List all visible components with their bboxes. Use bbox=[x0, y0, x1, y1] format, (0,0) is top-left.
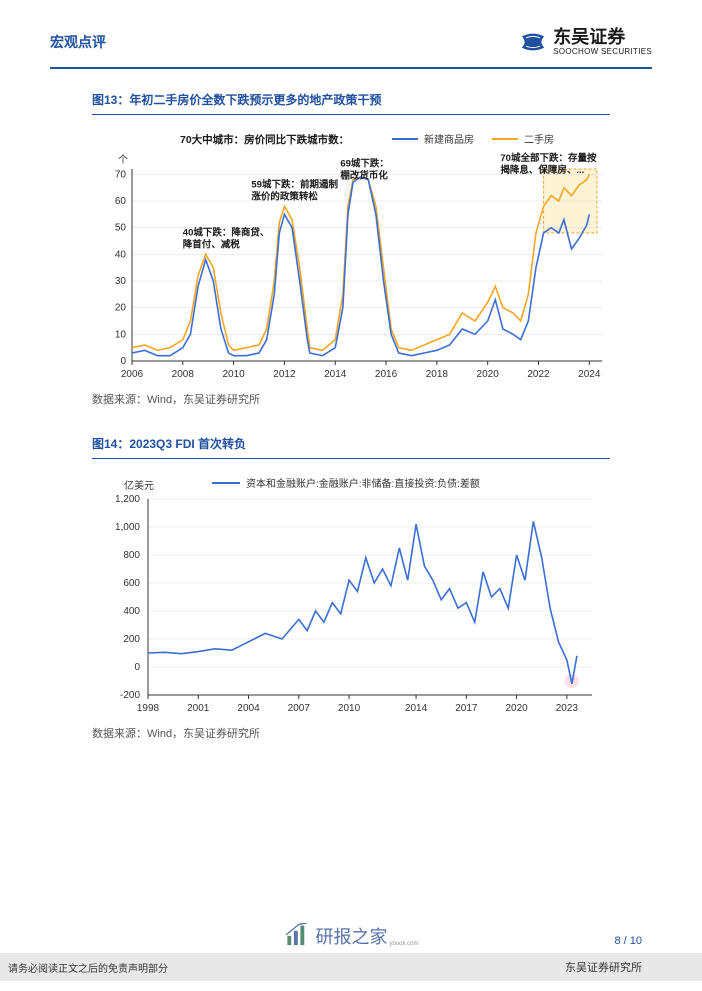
svg-text:2008: 2008 bbox=[172, 369, 195, 380]
page-footer: 8 / 10 请务必阅读正文之后的免责声明部分 东吴证券研究所 bbox=[0, 935, 702, 991]
figure-14-title: 图14：2023Q3 FDI 首次转负 bbox=[92, 435, 610, 459]
svg-text:2007: 2007 bbox=[288, 703, 311, 714]
figure-13: 图13：年初二手房价全数下跌预示更多的地产政策干预 0 10 20 30 40 50 60 7… bbox=[0, 91, 702, 407]
header-divider bbox=[50, 67, 652, 69]
svg-text:棚改货币化: 棚改货币化 bbox=[340, 169, 388, 181]
section-label: 宏观点评 bbox=[50, 32, 106, 52]
page-number: 8 / 10 bbox=[614, 935, 642, 947]
svg-text:400: 400 bbox=[123, 606, 140, 617]
svg-text:50: 50 bbox=[115, 222, 127, 233]
svg-text:70城全部下跌：存量按: 70城全部下跌：存量按 bbox=[500, 152, 597, 164]
page-header: 宏观点评 东吴证券 SOOCHOW SECURITIES bbox=[0, 0, 702, 67]
figure-14: 图14：2023Q3 FDI 首次转负 -200 0 200 400 600 800 1,0… bbox=[0, 435, 702, 741]
svg-text:揭降息、保障房、...: 揭降息、保障房、... bbox=[500, 164, 584, 176]
svg-text:2010: 2010 bbox=[338, 703, 361, 714]
svg-text:60: 60 bbox=[115, 196, 127, 207]
svg-text:降首付、减税: 降首付、减税 bbox=[183, 238, 241, 250]
svg-text:2014: 2014 bbox=[405, 703, 428, 714]
svg-text:2016: 2016 bbox=[375, 369, 398, 380]
svg-text:2014: 2014 bbox=[324, 369, 347, 380]
svg-text:20: 20 bbox=[115, 302, 127, 313]
figure-13-title: 图13：年初二手房价全数下跌预示更多的地产政策干预 bbox=[92, 91, 610, 115]
svg-text:10: 10 bbox=[115, 329, 127, 340]
svg-text:2004: 2004 bbox=[237, 703, 260, 714]
footer-issuer: 东吴证券研究所 bbox=[565, 959, 642, 975]
svg-text:2017: 2017 bbox=[455, 703, 478, 714]
svg-text:0: 0 bbox=[134, 662, 140, 673]
figure-13-source: 数据来源：Wind，东吴证券研究所 bbox=[92, 391, 610, 407]
svg-text:2022: 2022 bbox=[527, 369, 550, 380]
svg-text:2020: 2020 bbox=[477, 369, 500, 380]
svg-text:2001: 2001 bbox=[187, 703, 210, 714]
svg-text:2006: 2006 bbox=[121, 369, 144, 380]
svg-text:1,200: 1,200 bbox=[115, 494, 140, 505]
svg-text:-200: -200 bbox=[120, 690, 140, 701]
svg-text:资本和金融账户:金融账户:非储备:直接投资:负债:差额: 资本和金融账户:金融账户:非储备:直接投资:负债:差额 bbox=[246, 477, 480, 490]
svg-text:0: 0 bbox=[120, 356, 126, 367]
svg-text:2023: 2023 bbox=[556, 703, 579, 714]
svg-text:200: 200 bbox=[123, 634, 140, 645]
footer-disclaimer: 请务必阅读正文之后的免责声明部分 bbox=[8, 960, 168, 975]
svg-text:2018: 2018 bbox=[426, 369, 449, 380]
svg-text:59城下跌：前期遏制: 59城下跌：前期遏制 bbox=[251, 178, 338, 190]
svg-text:个: 个 bbox=[118, 154, 128, 166]
svg-text:2020: 2020 bbox=[505, 703, 528, 714]
svg-text:涨价的政策转松: 涨价的政策转松 bbox=[251, 190, 318, 202]
svg-text:40城下跌：降商贷、: 40城下跌：降商贷、 bbox=[183, 226, 270, 238]
figure-14-chart: -200 0 200 400 600 800 1,000 1,200 1998 2001 2004 2… bbox=[92, 469, 612, 719]
svg-text:亿美元: 亿美元 bbox=[124, 479, 154, 492]
svg-text:2010: 2010 bbox=[222, 369, 245, 380]
svg-text:2024: 2024 bbox=[578, 369, 601, 380]
svg-text:1,000: 1,000 bbox=[115, 522, 140, 533]
brand-logo: 东吴证券 SOOCHOW SECURITIES bbox=[519, 28, 652, 57]
svg-text:二手房: 二手房 bbox=[524, 133, 554, 146]
logo-text-en: SOOCHOW SECURITIES bbox=[553, 48, 652, 57]
svg-text:70大中城市：房价同比下跌城市数：: 70大中城市：房价同比下跌城市数： bbox=[180, 133, 349, 146]
svg-text:70: 70 bbox=[115, 169, 127, 180]
svg-text:30: 30 bbox=[115, 276, 127, 287]
figure-13-chart: 0 10 20 30 40 50 60 70 2006 2008 2010 2012 2014 2016 2… bbox=[92, 125, 612, 385]
svg-text:69城下跌：: 69城下跌： bbox=[340, 157, 389, 169]
svg-text:600: 600 bbox=[123, 578, 140, 589]
figure-14-source: 数据来源：Wind，东吴证券研究所 bbox=[92, 725, 610, 741]
svg-text:1998: 1998 bbox=[137, 703, 160, 714]
logo-text-cn: 东吴证券 bbox=[553, 28, 652, 48]
svg-text:800: 800 bbox=[123, 550, 140, 561]
svg-text:40: 40 bbox=[115, 249, 127, 260]
svg-text:2012: 2012 bbox=[273, 369, 296, 380]
svg-text:新建商品房: 新建商品房 bbox=[424, 133, 474, 146]
soochow-logo-icon bbox=[519, 28, 547, 56]
